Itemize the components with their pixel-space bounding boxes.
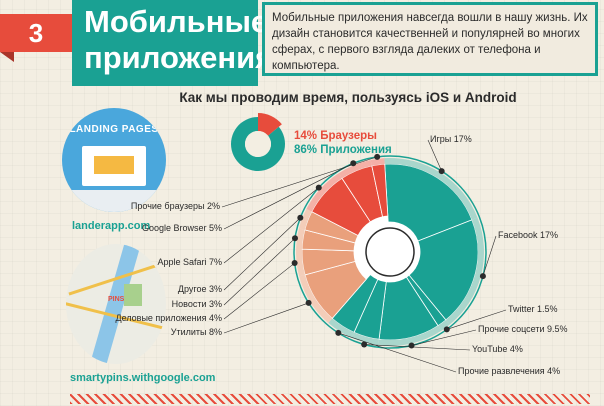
donut-band-3 xyxy=(378,325,442,346)
donut-label-8: Новости 3% xyxy=(171,299,222,309)
apps-share-label: 86% Приложения xyxy=(294,144,392,156)
mini-pie-hole xyxy=(245,131,271,157)
donut-leader-4 xyxy=(364,344,471,351)
donut-slice-7 xyxy=(301,248,356,276)
donut-marker-1 xyxy=(479,273,486,280)
smartypins-map-thumbnail[interactable]: PINS xyxy=(66,244,166,364)
screenshot-accent xyxy=(94,156,134,174)
header: 3 Мобильные приложения Мобильные приложе… xyxy=(0,0,604,86)
donut-label-3: Прочие соцсети 9.5% xyxy=(478,324,568,334)
donut-marker-8 xyxy=(291,235,298,242)
donut-marker-4 xyxy=(361,341,368,348)
donut-slice-0 xyxy=(384,163,473,242)
landing-pages-title: LANDING PAGES xyxy=(69,124,159,135)
donut-background xyxy=(302,164,478,340)
browsers-vs-apps-pie xyxy=(231,113,285,171)
section-number-badge xyxy=(0,14,72,52)
donut-band-0 xyxy=(384,158,478,220)
section-heading: Как мы проводим время, пользуясь iOS и A… xyxy=(179,90,517,105)
donut-label-10: Apple Safari 7% xyxy=(157,257,222,267)
donut-marker-10 xyxy=(315,184,322,191)
donut-band-6 xyxy=(299,274,333,323)
donut-label-11: Google Browser 5% xyxy=(141,223,222,233)
donut-marker-6 xyxy=(305,299,312,306)
donut-label-12: Прочие браузеры 2% xyxy=(130,201,220,211)
screenshot-footer xyxy=(62,190,166,212)
landerapp-thumbnail[interactable]: LANDING PAGES xyxy=(62,108,166,212)
donut-leader-8 xyxy=(223,238,296,306)
donut-leader-0 xyxy=(427,139,442,172)
section-divider xyxy=(70,394,590,404)
donut-label-5: Прочие развлечения 4% xyxy=(458,366,561,376)
donut-slice-1 xyxy=(408,219,479,321)
donut-marker-3 xyxy=(408,342,415,349)
donut-slice-12 xyxy=(371,163,389,218)
donut-band-4 xyxy=(351,332,380,346)
donut-slice-8 xyxy=(301,229,356,252)
landerapp-link[interactable]: landerapp.com xyxy=(72,220,151,232)
donut-label-2: Twitter 1.5% xyxy=(508,304,558,314)
donut-slice-9 xyxy=(304,211,359,244)
section-number: 3 xyxy=(28,17,44,48)
donut-slice-4 xyxy=(353,278,387,340)
donut-label-9: Другое 3% xyxy=(177,284,222,294)
map-park xyxy=(124,284,142,306)
donut-marker-0 xyxy=(438,168,445,175)
title-background xyxy=(72,0,258,86)
donut-band-2 xyxy=(438,319,450,331)
donut-marker-9 xyxy=(297,214,304,221)
donut-label-1: Facebook 17% xyxy=(498,230,559,240)
page-title-line-2: приложения xyxy=(84,40,274,75)
donut-leader-6 xyxy=(223,302,309,334)
donut-label-6: Утилиты 8% xyxy=(170,327,222,337)
donut-slice-3 xyxy=(378,276,439,341)
donut-marker-2 xyxy=(443,326,450,333)
donut-hole xyxy=(365,227,415,277)
donut-slice-10 xyxy=(311,177,371,237)
donut-marker-7 xyxy=(291,260,298,267)
page-title: Мобильные приложения xyxy=(84,4,274,76)
donut-slice-2 xyxy=(405,274,447,327)
donut-band-11 xyxy=(338,160,372,179)
donut-band-5 xyxy=(328,318,355,338)
donut-leader-9 xyxy=(223,217,301,291)
donut-band-1 xyxy=(445,217,484,325)
map-pin-label: PINS xyxy=(108,296,125,303)
donut-label-0: Игры 17% xyxy=(430,134,472,144)
smartypins-link[interactable]: smartypins.withgoogle.com xyxy=(70,372,216,384)
donut-label-7: Деловые приложения 4% xyxy=(115,313,222,323)
badge-fold xyxy=(0,52,14,62)
mini-pie-slice-0 xyxy=(258,113,282,136)
donut-band-12 xyxy=(370,158,385,166)
donut-marker-5 xyxy=(335,329,342,336)
donut-leader-3 xyxy=(411,329,477,346)
donut-leader-1 xyxy=(482,235,497,277)
intro-box xyxy=(262,2,598,76)
browsers-share-label: 14% Браузеры xyxy=(294,130,377,142)
intro-text: Мобильные приложения навсегда вошли в на… xyxy=(272,12,588,72)
page-title-line-1: Мобильные xyxy=(84,4,269,39)
donut-marker-11 xyxy=(350,160,357,167)
donut-band-7 xyxy=(296,248,306,277)
donut-label-4: YouTube 4% xyxy=(472,344,523,354)
donut-slice-6 xyxy=(304,260,367,319)
donut-band-8 xyxy=(296,228,305,250)
donut-leader-7 xyxy=(223,262,295,320)
donut-slice-5 xyxy=(331,274,379,333)
donut-leader-5 xyxy=(338,332,457,373)
donut-leader-10 xyxy=(223,187,319,264)
donut-band-10 xyxy=(306,173,342,212)
donut-slice-11 xyxy=(341,165,384,223)
donut-band-9 xyxy=(299,208,312,230)
donut-outer-ring xyxy=(293,155,487,349)
